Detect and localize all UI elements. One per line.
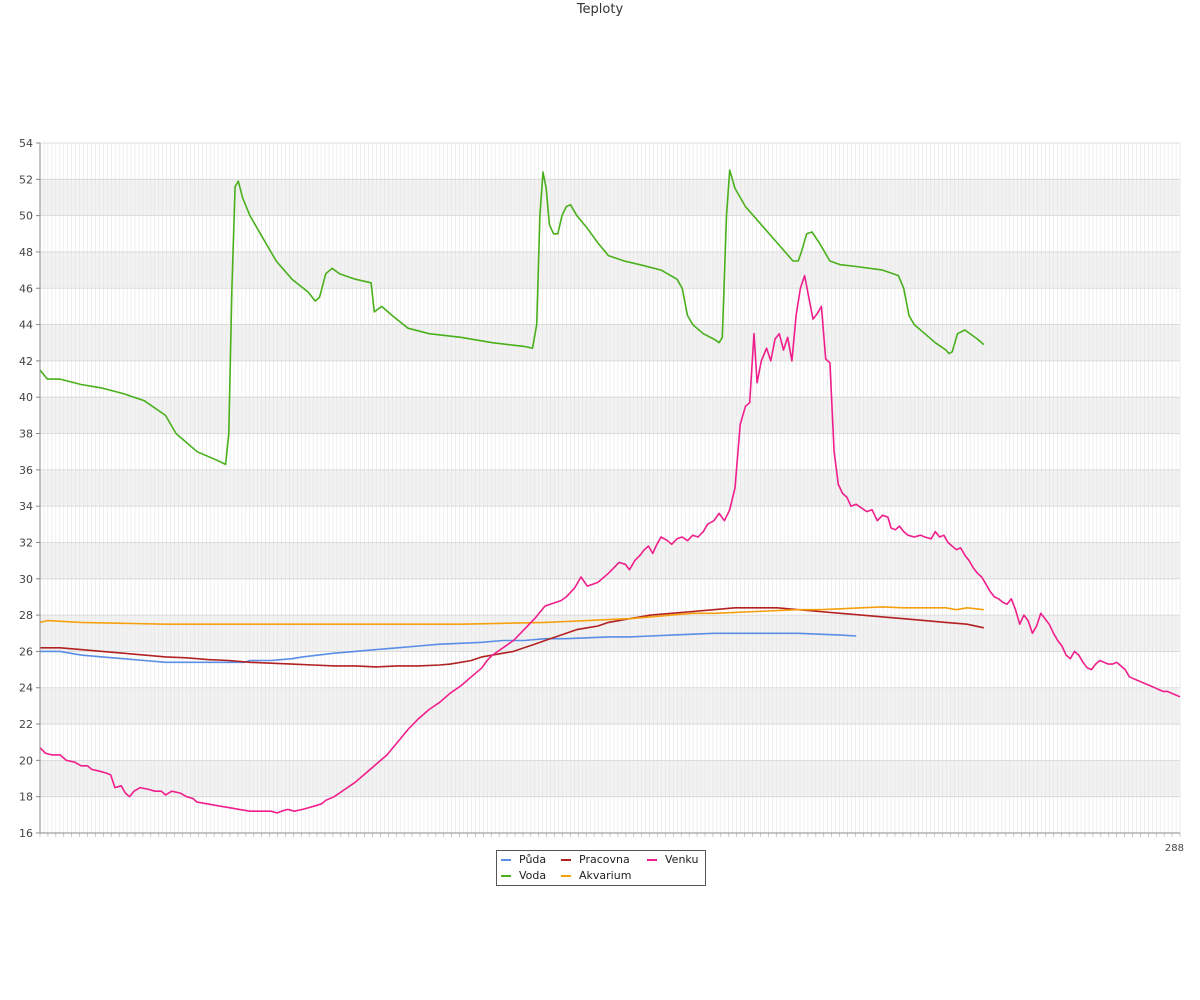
y-tick-label: 40 xyxy=(19,391,33,404)
y-axis-ticks: 16 18 20 22 24 26 28 30 32 34 36 38 40 42 44 46 48 50 52 54 xyxy=(19,137,40,840)
y-tick-label: 32 xyxy=(19,536,33,549)
legend-label: Voda xyxy=(519,869,547,882)
legend-label: Pracovna xyxy=(579,853,630,866)
y-tick-label: 16 xyxy=(19,827,33,840)
legend-label: Akvarium xyxy=(579,869,632,882)
legend-item: Voda xyxy=(501,869,546,882)
y-tick-label: 38 xyxy=(19,428,33,441)
y-tick-label: 50 xyxy=(19,210,33,223)
series-line-p-da xyxy=(40,632,857,664)
y-tick-label: 48 xyxy=(19,246,33,259)
y-tick-label: 42 xyxy=(19,355,33,368)
legend-item: Akvarium xyxy=(561,869,631,882)
y-tick-label: 34 xyxy=(19,500,33,513)
y-tick-label: 54 xyxy=(19,137,33,150)
series-line-venku xyxy=(39,274,1181,814)
vertical-gridlines xyxy=(39,143,1181,833)
legend: Půda Pracovna Venku Voda Akvarium xyxy=(496,850,706,886)
chart-title: Teploty xyxy=(576,2,624,17)
series-line-akvarium xyxy=(39,606,984,625)
y-tick-label: 30 xyxy=(19,573,33,586)
y-tick-label: 36 xyxy=(19,464,33,477)
y-tick-label: 24 xyxy=(19,682,33,695)
series-line-voda xyxy=(39,169,985,466)
y-tick-label: 44 xyxy=(19,319,33,332)
x-tick-label-last: 288 xyxy=(1165,843,1184,854)
legend-swatch xyxy=(501,875,511,877)
legend-label: Venku xyxy=(665,853,699,866)
legend-item: Pracovna xyxy=(561,853,630,866)
y-tick-label: 26 xyxy=(19,645,33,658)
axes xyxy=(39,143,1180,834)
y-tick-label: 28 xyxy=(19,609,33,622)
x-axis-ticks: 288 xyxy=(39,833,1184,854)
series-lines xyxy=(39,169,1181,814)
y-tick-label: 46 xyxy=(19,282,33,295)
legend-item: Venku xyxy=(647,853,698,866)
y-tick-label: 52 xyxy=(19,173,33,186)
legend-swatch xyxy=(647,859,657,861)
legend-item: Půda xyxy=(501,853,546,866)
y-tick-label: 20 xyxy=(19,754,33,767)
legend-swatch xyxy=(561,859,571,861)
legend-label: Půda xyxy=(519,853,547,866)
y-tick-label: 22 xyxy=(19,718,33,731)
y-tick-label: 18 xyxy=(19,791,33,804)
legend-swatch xyxy=(501,859,511,861)
legend-swatch xyxy=(561,875,571,877)
